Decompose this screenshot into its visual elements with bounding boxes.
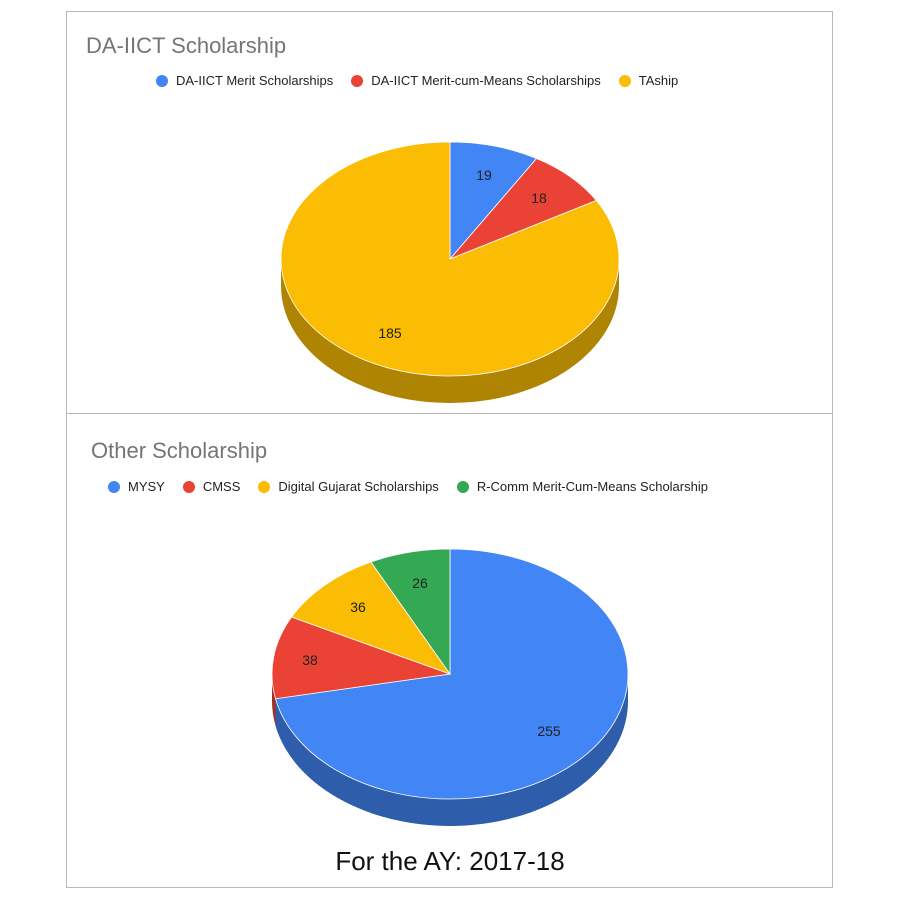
pie-slice-side [281, 259, 619, 403]
legend-label: DA-IICT Merit-cum-Means Scholarships [371, 73, 601, 88]
legend-dot-icon [618, 74, 631, 87]
legend-dot-icon [351, 74, 364, 87]
chart-other-scholarship[interactable]: Other Scholarship MYSY CMSS Digital Guja… [66, 413, 833, 854]
pie-slice[interactable] [290, 561, 452, 675]
legend-dot-icon [108, 480, 120, 493]
legend-item[interactable]: MYSY [108, 479, 165, 494]
pie-slice[interactable] [271, 616, 451, 700]
legend-dot-icon [182, 480, 195, 493]
legend-label: DA-IICT Merit Scholarships [176, 73, 334, 88]
academic-year-caption: For the AY: 2017-18 [335, 846, 565, 876]
slice-value-label: 36 [350, 599, 366, 615]
legend-item[interactable]: Digital Gujarat Scholarships [258, 479, 439, 494]
legend-dot-icon [258, 480, 271, 493]
legend-item[interactable]: DA-IICT Merit-cum-Means Scholarships [351, 73, 601, 88]
chart-title: Other Scholarship [91, 438, 268, 463]
legend-label: CMSS [202, 479, 241, 494]
pie-slice-side [275, 674, 628, 827]
legend-item[interactable]: R-Comm Merit-Cum-Means Scholarship [456, 479, 708, 494]
pie-slice[interactable] [370, 548, 451, 676]
slice-value-label: 38 [302, 652, 318, 668]
legend-item[interactable]: TAship [618, 73, 679, 88]
slice-value-label: 19 [476, 167, 492, 183]
chart-legend: DA-IICT Merit Scholarships DA-IICT Merit… [156, 73, 696, 88]
legend-item[interactable]: DA-IICT Merit Scholarships [156, 73, 333, 88]
pie-slice[interactable] [449, 141, 538, 261]
legend-label: TAship [638, 73, 679, 88]
legend-dot-icon [456, 480, 469, 493]
legend-dot-icon [156, 74, 168, 87]
slice-value-label: 26 [412, 575, 428, 591]
slice-value-label: 255 [537, 723, 561, 739]
pie-slice[interactable] [280, 141, 620, 377]
chart-title: DA-IICT Scholarship [86, 33, 287, 58]
legend-label: Digital Gujarat Scholarships [278, 479, 439, 494]
chart-daiict-scholarship[interactable]: DA-IICT Scholarship DA-IICT Merit Schola… [66, 11, 833, 413]
legend-item[interactable]: CMSS [182, 479, 241, 494]
chart-legend: MYSY CMSS Digital Gujarat Scholarships R… [108, 479, 726, 494]
slice-value-label: 185 [378, 325, 402, 341]
pie-slice[interactable] [275, 548, 629, 800]
slice-value-label: 18 [531, 190, 547, 206]
legend-label: MYSY [128, 479, 165, 494]
legend-label: R-Comm Merit-Cum-Means Scholarship [476, 479, 708, 494]
